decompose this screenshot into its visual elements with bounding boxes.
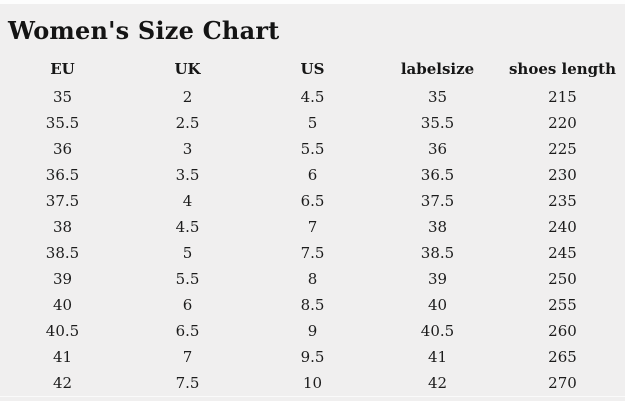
table-cell: 6	[182, 296, 193, 314]
table-cell: 6.5	[300, 192, 325, 210]
table-cell: 3.5	[175, 166, 200, 184]
header-row: EU UK US labelsize shoes length	[0, 54, 625, 84]
table-cell: 240	[548, 218, 577, 236]
table-cell: 265	[548, 348, 577, 366]
table-cell: 6.5	[175, 322, 200, 340]
table-header: EU UK US labelsize shoes length	[0, 54, 625, 84]
table-cell: 38.5	[420, 244, 455, 262]
table-cell: 35.5	[45, 114, 80, 132]
table-cell: 235	[548, 192, 577, 210]
table-cell: 2.5	[175, 114, 200, 132]
table-cell: 36	[427, 140, 448, 158]
table-cell: 7	[182, 348, 193, 366]
table-cell: 220	[548, 114, 577, 132]
table-cell: 2	[182, 88, 193, 106]
table-cell: 39	[52, 270, 73, 288]
table-cell: 40.5	[420, 322, 455, 340]
table-cell: 35	[427, 88, 448, 106]
table-cell: 5	[182, 244, 193, 262]
table-body: 35 2 4.5 35 215 35.5 2.5 5 35.5 220 36 3 5.5 36 225 36.…	[0, 84, 625, 397]
table-row: 40.5 6.5 9 40.5 260	[0, 318, 625, 344]
table-row: 38 4.5 7 38 240	[0, 214, 625, 240]
column-header-uk: UK	[174, 60, 201, 78]
table-cell: 4	[182, 192, 193, 210]
table-cell: 40	[427, 296, 448, 314]
table-cell: 230	[548, 166, 577, 184]
table-cell: 41	[52, 348, 73, 366]
table-row: 38.5 5 7.5 38.5 245	[0, 240, 625, 266]
table-cell: 7.5	[125, 370, 250, 397]
table-cell: 10	[250, 370, 375, 397]
table-cell: 42	[0, 370, 125, 397]
table-cell: 5.5	[300, 140, 325, 158]
table-cell: 4.5	[300, 88, 325, 106]
table-cell: 260	[548, 322, 577, 340]
table-cell: 37.5	[420, 192, 455, 210]
column-header-shoes-length: shoes length	[508, 60, 617, 78]
table-row: 35.5 2.5 5 35.5 220	[0, 110, 625, 136]
table-cell: 8	[307, 270, 318, 288]
table-cell: 245	[548, 244, 577, 262]
table-cell: 40.5	[45, 322, 80, 340]
column-header-eu: EU	[50, 60, 75, 78]
size-chart-panel: Women's Size Chart EU UK US labelsize sh…	[0, 4, 625, 401]
table-row: 36.5 3.5 6 36.5 230	[0, 162, 625, 188]
page-title: Women's Size Chart	[8, 16, 280, 45]
table-cell: 6	[307, 166, 318, 184]
table-cell: 4.5	[175, 218, 200, 236]
table-cell: 38	[427, 218, 448, 236]
table-cell: 36	[52, 140, 73, 158]
table-cell: 38.5	[45, 244, 80, 262]
table-cell: 9.5	[300, 348, 325, 366]
top-strip	[0, 0, 625, 4]
table-cell: 225	[548, 140, 577, 158]
table-cell: 42	[375, 370, 500, 397]
table-row: 39 5.5 8 39 250	[0, 266, 625, 292]
column-header-us: US	[300, 60, 325, 78]
table-cell: 37.5	[45, 192, 80, 210]
table-cell: 9	[307, 322, 318, 340]
table-cell: 7	[307, 218, 318, 236]
table-cell: 35.5	[420, 114, 455, 132]
table-cell: 8.5	[300, 296, 325, 314]
table-cell: 41	[427, 348, 448, 366]
table-cell: 36.5	[45, 166, 80, 184]
table-cell: 38	[52, 218, 73, 236]
table-row: 42 7.5 10 42 270	[0, 370, 625, 397]
table-cell: 5.5	[175, 270, 200, 288]
table-row: 41 7 9.5 41 265	[0, 344, 625, 370]
column-header-labelsize: labelsize	[400, 60, 475, 78]
table-cell: 36.5	[420, 166, 455, 184]
table-row: 36 3 5.5 36 225	[0, 136, 625, 162]
table-cell: 215	[548, 88, 577, 106]
table-cell: 35	[52, 88, 73, 106]
table-row: 40 6 8.5 40 255	[0, 292, 625, 318]
table-cell: 7.5	[300, 244, 325, 262]
table-cell: 270	[500, 370, 625, 397]
table-row: 37.5 4 6.5 37.5 235	[0, 188, 625, 214]
size-table: EU UK US labelsize shoes length 35 2 4.5 35…	[0, 54, 625, 397]
table-cell: 5	[307, 114, 318, 132]
table-cell: 255	[548, 296, 577, 314]
table-cell: 3	[182, 140, 193, 158]
table-row: 35 2 4.5 35 215	[0, 84, 625, 110]
table-cell: 39	[427, 270, 448, 288]
table-cell: 40	[52, 296, 73, 314]
table-cell: 250	[548, 270, 577, 288]
